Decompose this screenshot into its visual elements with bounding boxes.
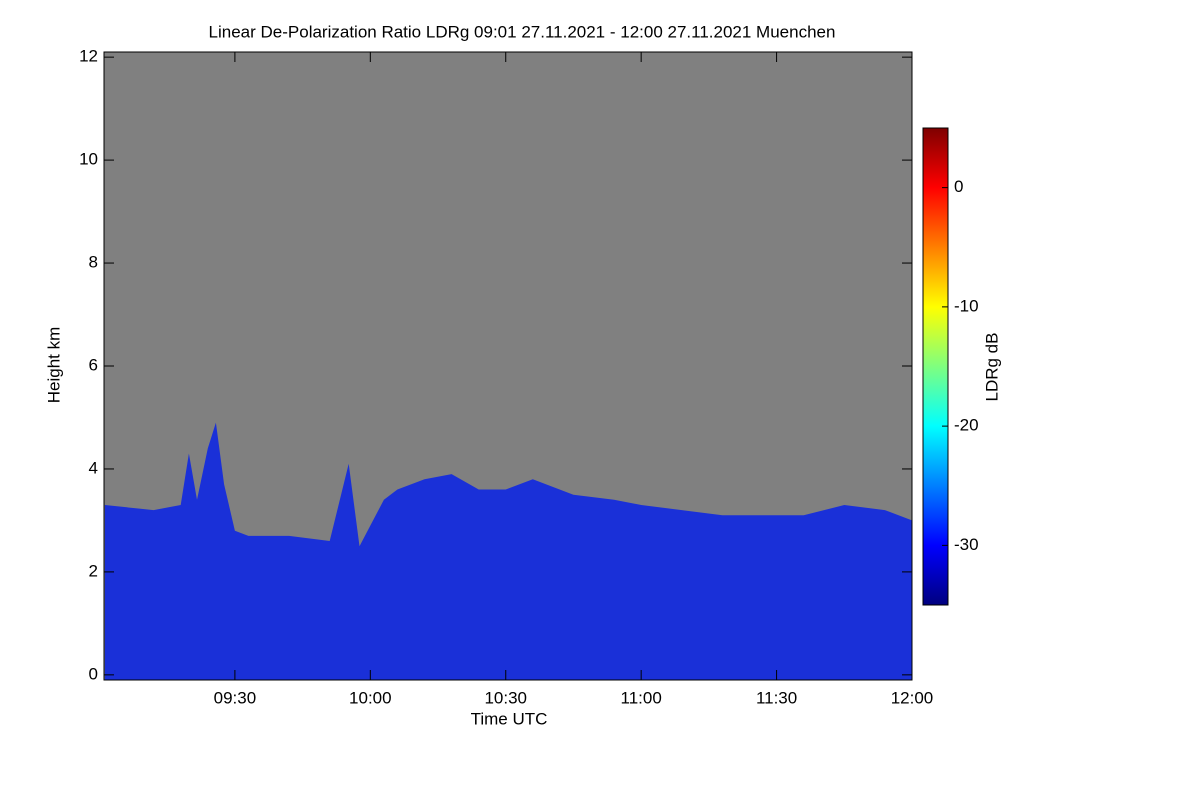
y-axis-label: Height km — [44, 327, 63, 404]
x-axis-label: Time UTC — [471, 709, 548, 728]
y-tick-label: 6 — [89, 355, 98, 374]
x-tick-label: 11:30 — [756, 688, 797, 707]
x-tick-label: 10:30 — [484, 688, 527, 707]
x-tick-label: 10:00 — [349, 688, 392, 707]
x-tick-label: 12:00 — [891, 688, 934, 707]
colorbar — [922, 127, 949, 606]
colorbar-tick-label: -30 — [954, 535, 979, 554]
layer-area — [104, 422, 912, 680]
y-tick-label: 0 — [89, 664, 98, 683]
x-tick-label: 09:30 — [214, 688, 257, 707]
y-tick-label: 12 — [79, 47, 98, 66]
y-tick-label: 2 — [89, 561, 98, 580]
y-tick-label: 10 — [79, 150, 98, 169]
colorbar-tick-label: 0 — [954, 177, 963, 196]
chart-title: Linear De-Polarization Ratio LDRg 09:01 … — [209, 22, 836, 41]
x-tick-label: 11:00 — [621, 688, 662, 707]
colorbar-tick-label: -10 — [954, 296, 979, 315]
colorbar-label: LDRg dB — [982, 333, 1001, 402]
y-tick-label: 4 — [89, 458, 98, 477]
colorbar-tick-label: -20 — [954, 416, 979, 435]
y-tick-label: 8 — [89, 253, 98, 272]
